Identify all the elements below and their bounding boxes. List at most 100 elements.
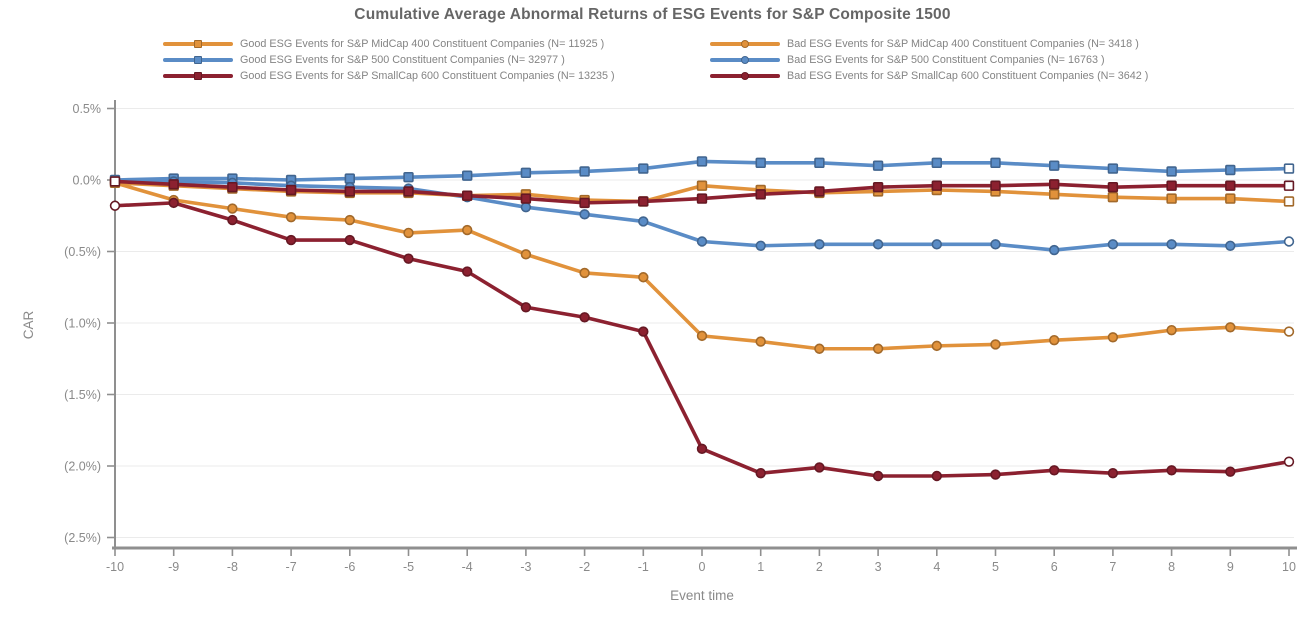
- data-point-marker: [755, 240, 766, 251]
- x-tick-label: 10: [1282, 560, 1296, 574]
- legend-circle-marker-icon: [741, 72, 749, 80]
- data-point-marker: [1049, 189, 1060, 200]
- x-tick-label: 7: [1109, 560, 1116, 574]
- data-point-marker: [638, 163, 649, 174]
- series-square-2: [109, 156, 1295, 186]
- data-point-marker: [285, 234, 297, 246]
- data-point-marker: [696, 330, 708, 342]
- data-point-marker: [403, 186, 414, 197]
- data-point-marker: [1283, 163, 1295, 174]
- chart-title: Cumulative Average Abnormal Returns of E…: [354, 6, 951, 23]
- data-point-marker: [1225, 240, 1236, 251]
- data-point-marker: [579, 166, 590, 177]
- data-point-marker: [403, 227, 414, 239]
- y-tick-label: (2.5%): [64, 531, 101, 545]
- data-point-marker: [1048, 334, 1060, 346]
- legend-label: Good ESG Events for S&P 500 Constituent …: [240, 54, 565, 66]
- data-point-marker: [638, 216, 649, 227]
- data-point-marker: [990, 239, 1001, 250]
- data-point-marker: [520, 302, 532, 313]
- data-point-marker: [1107, 332, 1119, 343]
- y-tick-label: (1.5%): [64, 388, 101, 402]
- x-axis-ticks: -10 -9 -8 -7 -6 -5 -4 -3 -2 -1 0 1 2 3 4 5 6 7 8 9 10: [106, 549, 1296, 574]
- data-point-marker: [1107, 191, 1119, 203]
- data-point-marker: [990, 469, 1001, 480]
- legend-square-marker-icon: [194, 72, 202, 80]
- data-point-marker: [520, 167, 532, 179]
- y-tick-label: (0.5%): [64, 245, 101, 259]
- legend-label: Good ESG Events for S&P MidCap 400 Const…: [240, 38, 605, 50]
- x-tick-label: -3: [520, 560, 531, 574]
- legend-line-swatch: [163, 56, 233, 64]
- y-axis-title: CAR: [21, 311, 36, 340]
- data-point-marker: [462, 224, 473, 236]
- data-point-marker: [755, 189, 766, 200]
- data-point-marker: [344, 234, 355, 246]
- legend-line-swatch: [710, 40, 780, 48]
- x-tick-label: 3: [875, 560, 882, 574]
- data-point-marker: [931, 340, 942, 352]
- data-point-marker: [1225, 180, 1236, 191]
- data-point-marker: [1048, 244, 1060, 256]
- legend-line-swatch: [710, 72, 780, 80]
- data-point-marker: [1283, 236, 1295, 247]
- data-point-marker: [814, 343, 825, 354]
- data-point-marker: [227, 181, 238, 193]
- data-point-marker: [1283, 196, 1295, 207]
- data-point-marker: [931, 470, 942, 482]
- legend-item: Good ESG Events for S&P SmallCap 600 Con…: [163, 68, 615, 84]
- legend-column-good: Good ESG Events for S&P MidCap 400 Const…: [163, 36, 615, 84]
- data-point-marker: [1107, 181, 1119, 193]
- data-point-marker: [1225, 466, 1236, 477]
- data-point-marker: [285, 211, 297, 223]
- legend-line-swatch: [163, 40, 233, 48]
- x-tick-label: 8: [1168, 560, 1175, 574]
- data-point-marker: [814, 157, 825, 169]
- x-tick-label: -1: [638, 560, 649, 574]
- y-tick-label: 0.0%: [73, 174, 102, 188]
- data-point-marker: [1048, 465, 1060, 476]
- data-point-marker: [814, 186, 825, 197]
- data-point-marker: [344, 214, 355, 226]
- legend-label: Bad ESG Events for S&P 500 Constituent C…: [787, 54, 1105, 66]
- data-point-marker: [1166, 166, 1177, 177]
- data-point-marker: [579, 209, 590, 220]
- axes: [112, 100, 1297, 550]
- data-point-marker: [1225, 164, 1236, 176]
- data-point-marker: [403, 171, 414, 183]
- data-point-marker: [462, 266, 473, 277]
- data-point-marker: [990, 180, 1001, 191]
- legend-item: Bad ESG Events for S&P MidCap 400 Consti…: [710, 36, 1148, 52]
- data-point-marker: [403, 253, 414, 264]
- y-tick-label: (1.0%): [64, 317, 101, 331]
- data-point-marker: [344, 186, 355, 197]
- x-tick-label: 0: [699, 560, 706, 574]
- series-line: [113, 181, 1291, 351]
- x-tick-label: -8: [227, 560, 238, 574]
- data-point-marker: [168, 179, 179, 190]
- x-tick-label: 6: [1051, 560, 1058, 574]
- data-point-marker: [109, 176, 121, 187]
- data-point-marker: [285, 184, 297, 196]
- data-point-marker: [990, 339, 1001, 350]
- data-point-marker: [931, 180, 943, 191]
- data-point-marker: [1166, 180, 1177, 191]
- x-tick-label: 1: [757, 560, 764, 574]
- x-tick-label: 4: [933, 560, 940, 574]
- data-point-marker: [755, 336, 766, 347]
- legend-square-marker-icon: [194, 56, 202, 64]
- x-axis-title: Event time: [670, 588, 734, 603]
- data-point-marker: [168, 197, 179, 209]
- data-point-marker: [1166, 465, 1177, 476]
- legend-label: Bad ESG Events for S&P SmallCap 600 Cons…: [787, 70, 1149, 82]
- data-point-marker: [638, 272, 649, 283]
- series-circle-5: [109, 197, 1295, 482]
- legend-circle-marker-icon: [741, 56, 749, 64]
- data-point-marker: [579, 267, 590, 279]
- x-tick-label: 9: [1227, 560, 1234, 574]
- y-tick-label: 0.5%: [73, 102, 102, 116]
- data-point-marker: [638, 196, 649, 207]
- x-tick-label: 2: [816, 560, 823, 574]
- legend-item: Bad ESG Events for S&P 500 Constituent C…: [710, 52, 1148, 68]
